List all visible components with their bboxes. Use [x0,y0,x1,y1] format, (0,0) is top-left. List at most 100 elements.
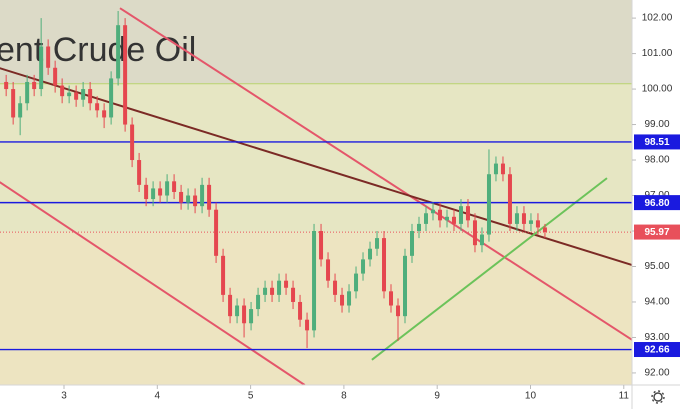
candle-body [535,220,540,228]
y-tick-label: 98.00 [644,155,669,166]
price-label-box [634,342,680,358]
candle-body [11,89,16,118]
price-label-box [634,224,680,240]
candle-body [312,231,317,331]
candle-body [500,163,505,175]
candle-body [60,85,65,97]
candle-body [291,287,296,302]
candle-body [430,209,435,214]
candle-body [123,25,128,125]
x-tick-label: 8 [341,391,347,402]
candle-body [102,110,107,118]
candle-body [221,255,226,295]
x-tick-label: 5 [248,391,254,402]
candle-body [458,206,463,224]
trendline [0,181,306,386]
x-tick-label: 11 [619,391,630,402]
watermark: ent Crude Oil [0,31,196,69]
candle-body [193,195,198,207]
candle-body [368,248,373,260]
candle-body [319,231,324,260]
candle-body [493,163,498,175]
y-tick-label: 95.00 [644,261,669,272]
candle-body [437,209,442,221]
candle-body [200,184,205,207]
trendline [371,177,608,361]
candle-body [521,213,526,224]
candle-body [228,294,233,317]
candle-body [396,305,401,317]
candle-body [214,209,219,256]
gear[interactable] [653,392,663,402]
candle-body [277,280,282,295]
candle-body [354,273,359,292]
y-tick-label: 92.00 [644,368,669,379]
candle-body [39,46,44,90]
candle-body [46,46,51,68]
candle-body [361,259,366,274]
price-label: 96.80 [644,198,669,209]
candle-body [235,305,240,317]
gear-teeth[interactable] [651,390,665,404]
candle-body [451,216,456,224]
candle-body [144,184,149,200]
candle-body [165,181,170,196]
candle-body [81,89,86,100]
candle-body [4,81,9,90]
candle-body [32,81,37,90]
candle-body [417,223,422,231]
candle-body [207,184,212,210]
candle-body [333,280,338,295]
trendline [119,7,633,341]
candle-body [179,191,184,203]
candle-body [137,160,142,185]
x-tick-label: 3 [61,391,67,402]
candle-body [53,67,58,86]
candle-body [67,92,72,97]
candle-body [18,103,23,118]
candle-body [256,294,261,310]
candle-body [116,25,121,79]
settings-icon[interactable] [651,390,665,404]
candle-body [389,291,394,306]
candle-body [298,301,303,320]
candle-body [25,81,30,104]
y-tick-label: 102.00 [642,13,673,24]
candle-body [403,255,408,317]
candle-body [74,92,79,100]
candle-body [486,174,491,235]
candle-body [514,213,519,224]
candle-body [172,181,177,192]
candle-body [375,238,380,249]
zone [0,0,632,84]
x-tick-label: 4 [155,391,161,402]
x-tick-label: 10 [525,391,537,402]
y-tick-label: 100.00 [642,84,673,95]
candle-body [95,103,100,111]
candle-body [130,124,135,161]
y-tick-label: 99.00 [644,119,669,130]
y-tick-label: 93.00 [644,332,669,343]
candle-body [270,287,275,295]
price-label: 98.51 [644,137,669,148]
candle-body [151,188,156,200]
candle-body [109,78,114,118]
candle-body [410,231,415,256]
candle-body [528,220,533,224]
candle-body [423,213,428,224]
candle-body [305,319,310,331]
y-tick-label: 101.00 [642,48,673,59]
candle-body [158,188,163,196]
candle-body [465,206,470,221]
candle-body [88,89,93,104]
candle-body [472,220,477,246]
candle-body [382,238,387,292]
price-label-box [634,195,680,211]
candle-body [249,309,254,324]
candle-body [263,287,268,295]
price-label-box [634,134,680,150]
candle-body [284,280,289,288]
candle-body [242,305,247,324]
candle-body [507,174,512,224]
